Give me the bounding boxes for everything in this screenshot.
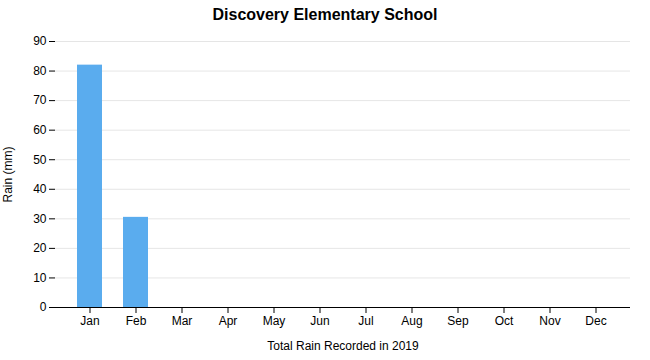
svg-text:40: 40 — [33, 182, 47, 196]
svg-text:80: 80 — [33, 64, 47, 78]
svg-text:50: 50 — [33, 153, 47, 167]
svg-text:Oct: Oct — [495, 314, 514, 328]
svg-text:Mar: Mar — [172, 314, 193, 328]
svg-text:60: 60 — [33, 123, 47, 137]
svg-text:Sep: Sep — [447, 314, 469, 328]
svg-text:Jan: Jan — [80, 314, 99, 328]
svg-text:70: 70 — [33, 93, 47, 107]
svg-text:May: May — [263, 314, 286, 328]
svg-text:10: 10 — [33, 271, 47, 285]
svg-text:20: 20 — [33, 241, 47, 255]
svg-text:Rain (mm): Rain (mm) — [1, 146, 15, 202]
html-text:Discovery Elementary School: Discovery Elementary School — [212, 6, 438, 23]
svg-text:30: 30 — [33, 212, 47, 226]
svg-text:Total Rain Recorded in 2019: Total Rain Recorded in 2019 — [267, 339, 419, 353]
svg-text:Jul: Jul — [358, 314, 373, 328]
svg-text:Feb: Feb — [126, 314, 147, 328]
svg-text:Apr: Apr — [219, 314, 238, 328]
svg-text:Nov: Nov — [539, 314, 560, 328]
svg-text:Dec: Dec — [585, 314, 606, 328]
svg-text:Aug: Aug — [401, 314, 422, 328]
svg-text:Jun: Jun — [310, 314, 329, 328]
svg-text:90: 90 — [33, 34, 47, 48]
svg-text:0: 0 — [40, 300, 47, 314]
